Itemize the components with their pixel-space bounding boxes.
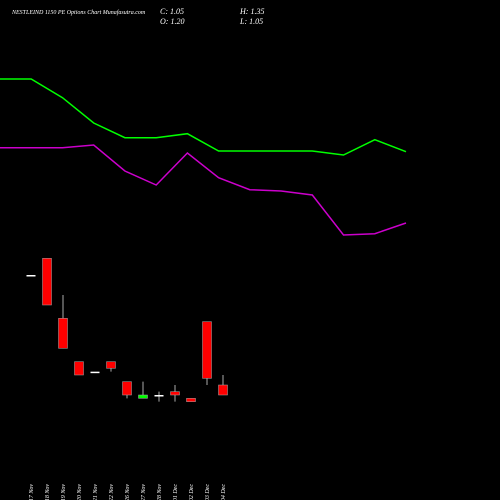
x-tick-label: 03 Dec <box>205 484 211 500</box>
candle-body <box>106 361 116 369</box>
x-tick-label: 17 Nov <box>29 484 35 500</box>
candle-body <box>58 318 68 349</box>
ohlc-close: C: 1.05 <box>160 7 184 16</box>
ohlc-high: H: 1.35 <box>239 7 264 16</box>
ohlc-open: O: 1.20 <box>160 17 184 26</box>
candle-body <box>138 394 148 399</box>
candle-body <box>26 275 36 277</box>
x-tick-label: 02 Dec <box>189 484 195 500</box>
candle-body <box>122 381 132 396</box>
x-tick-label: 21 Nov <box>93 484 99 500</box>
candle-body <box>42 258 52 306</box>
ohlc-low: L: 1.05 <box>239 17 263 26</box>
x-tick-label: 18 Nov <box>45 484 51 500</box>
candle-body <box>186 398 196 402</box>
indicator-line <box>0 144 407 236</box>
chart-title: NESTLEIND 1150 PE Options Chart Munafasu… <box>11 9 146 16</box>
candle-body <box>90 371 100 374</box>
candle-body <box>74 361 84 376</box>
x-tick-label: 26 Nov <box>125 484 131 500</box>
x-tick-label: 04 Dec <box>220 484 227 500</box>
x-tick-label: 22 Nov <box>109 484 115 500</box>
indicator-line <box>0 78 407 156</box>
x-tick-label: 19 Nov <box>61 484 67 500</box>
candle-body <box>154 395 164 397</box>
x-tick-label: 01 Dec <box>173 484 179 500</box>
candle-body <box>218 384 228 396</box>
candle-body <box>170 391 180 396</box>
x-tick-label: 20 Nov <box>77 484 83 500</box>
x-tick-label: 27 Nov <box>141 484 147 500</box>
x-tick-label: 28 Nov <box>157 484 163 500</box>
candle-body <box>202 321 212 379</box>
